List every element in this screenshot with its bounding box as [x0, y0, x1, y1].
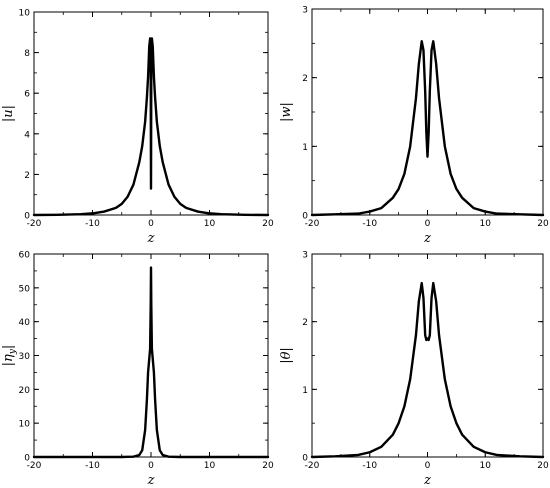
- x-axis-label: z: [147, 473, 155, 488]
- y-tick-label: 40: [19, 318, 31, 328]
- series-line: [32, 37, 270, 217]
- y-axis-label: |w|: [279, 102, 294, 122]
- x-tick-label: 20: [537, 461, 549, 471]
- y-axis-label: |θ|: [279, 347, 294, 364]
- x-tick-label: 0: [425, 219, 431, 229]
- y-tick-label: 2: [24, 171, 30, 181]
- panel-1: -20 -10 0 10 20 0 2 4 6 8 10 z |u|: [1, 9, 274, 247]
- x-axis-label: z: [147, 231, 155, 246]
- y-tick-label: 3: [302, 6, 308, 16]
- y-tick-label: 3: [302, 251, 308, 261]
- y-tick-label: 0: [24, 454, 30, 464]
- y-tick-label: 0: [302, 454, 308, 464]
- y-tick-label: 1: [302, 386, 308, 396]
- panel-4: -20 -10 0 10 20 0 1 2 3 z |θ|: [279, 251, 549, 488]
- panel-2: -20 -10 0 10 20 0 1 2 3 z |w|: [279, 6, 549, 247]
- x-tick-label: 10: [480, 219, 492, 229]
- x-tick-label: 0: [425, 461, 431, 471]
- y-tick-label: 6: [24, 90, 30, 100]
- x-tick-label: -20: [305, 461, 320, 471]
- y-axis-label: |ηy|: [1, 345, 18, 367]
- plot-frame: [311, 253, 544, 458]
- x-tick-label: -10: [85, 461, 100, 471]
- x-tick-label: -10: [362, 219, 377, 229]
- series-line: [310, 40, 545, 217]
- x-tick-label: -20: [305, 219, 320, 229]
- series-line: [310, 281, 545, 459]
- y-tick-label: 30: [19, 352, 31, 362]
- y-tick-label: 0: [302, 212, 308, 222]
- x-tick-label: 10: [480, 461, 492, 471]
- y-tick-label: 60: [19, 251, 31, 261]
- x-tick-label: -10: [85, 219, 100, 229]
- x-tick-label: 20: [537, 219, 549, 229]
- x-tick-label: 0: [148, 461, 154, 471]
- x-tick-label: -10: [362, 461, 377, 471]
- y-tick-label: 0: [24, 212, 30, 222]
- series-line: [32, 266, 270, 459]
- y-axis-label: |u|: [1, 105, 16, 122]
- x-tick-label: -20: [27, 461, 42, 471]
- y-tick-label: 50: [19, 284, 31, 294]
- x-tick-label: 20: [262, 219, 274, 229]
- y-tick-label: 2: [302, 318, 308, 328]
- x-tick-label: -20: [27, 219, 42, 229]
- panel-3: -20 -10 0 10 20 0 10 20 30 40 50 60 z |ηy|: [1, 251, 274, 488]
- x-axis-label: z: [423, 231, 431, 246]
- y-tick-label: 8: [24, 49, 30, 59]
- y-tick-label: 10: [19, 9, 31, 19]
- y-tick-label: 1: [302, 143, 308, 153]
- x-tick-label: 20: [262, 461, 274, 471]
- y-tick-label: 20: [19, 386, 31, 396]
- y-tick-label: 2: [302, 74, 308, 84]
- y-tick-label: 10: [19, 420, 31, 430]
- x-tick-label: 10: [204, 461, 216, 471]
- plot-frame: [311, 8, 544, 216]
- x-tick-label: 10: [204, 219, 216, 229]
- y-tick-label: 4: [24, 130, 30, 140]
- x-tick-label: 0: [148, 219, 154, 229]
- x-axis-label: z: [423, 473, 431, 488]
